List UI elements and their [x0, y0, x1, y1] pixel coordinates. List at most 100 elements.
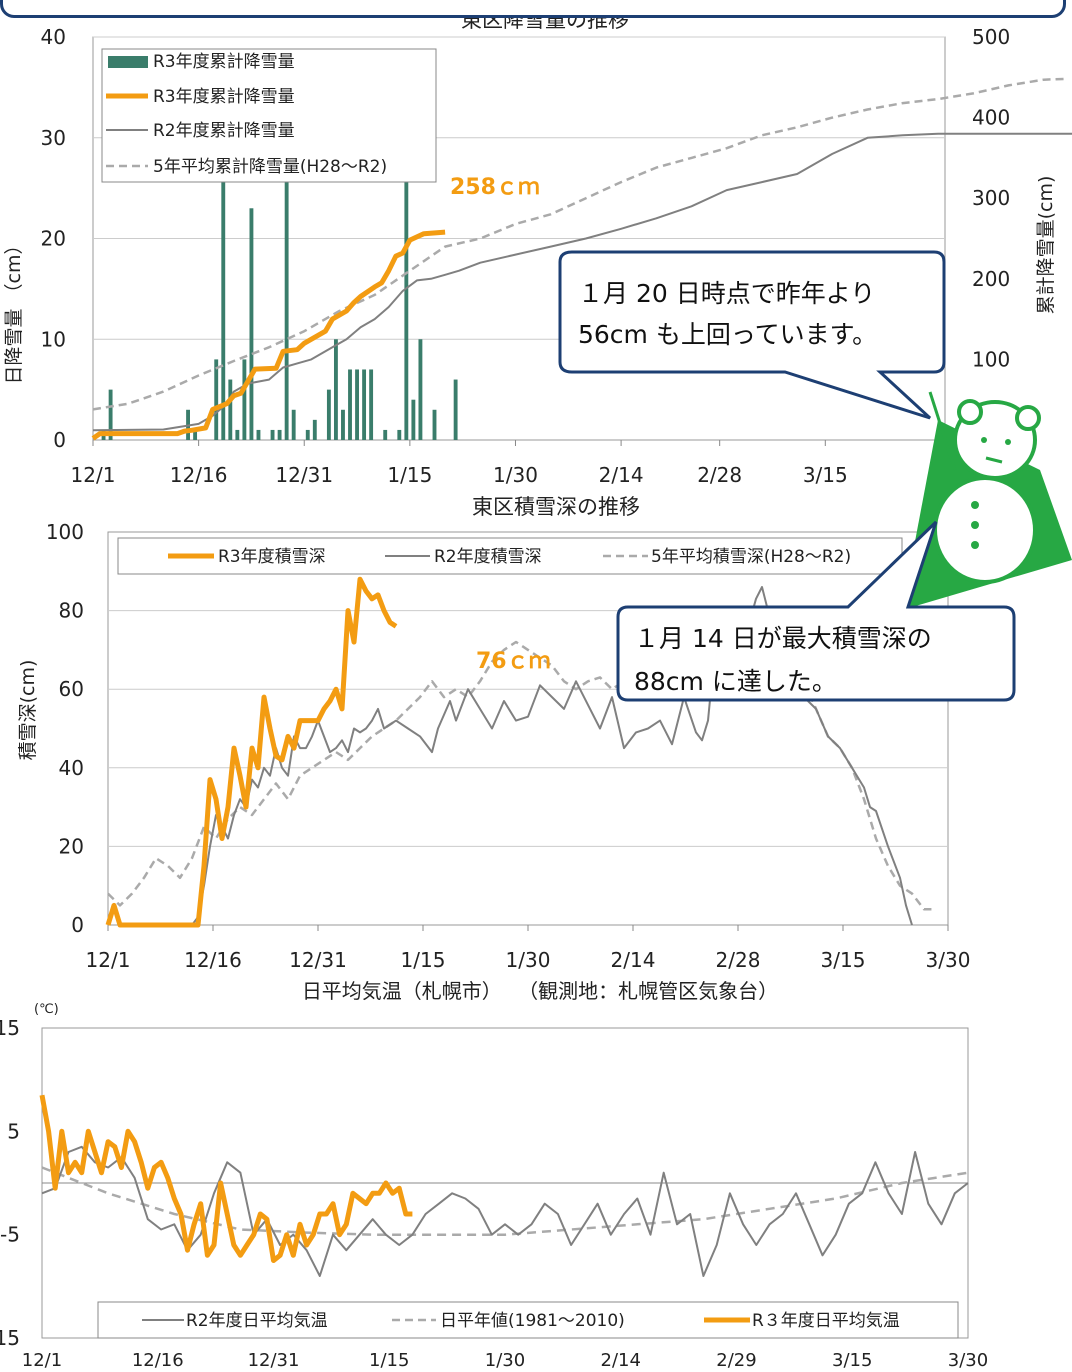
mascot-right-eye: [1005, 439, 1011, 445]
callout2-line2: 88cm に達した。: [634, 667, 837, 696]
temperature-chart: 日平均気温（札幌市） （観測地：札幌管区気象台） (℃) -15 -5 5 15 12…: [0, 979, 988, 1371]
snowfall-legend-box: [101, 48, 437, 183]
legend-item-2: R2年度累計降雪量: [153, 121, 295, 141]
callout1-line2: 56cm も上回っています。: [578, 320, 877, 349]
snowfall-bar: [369, 369, 374, 440]
snowfall-y2-tick: 300: [972, 186, 1010, 210]
snowfall-bar: [249, 208, 254, 440]
top-frame-bar: [0, 0, 1066, 18]
snow-depth-chart-title: 東区積雪深の推移: [472, 495, 640, 519]
temperature-y-tick: -5: [0, 1223, 20, 1247]
snowfall-bar: [326, 389, 331, 440]
snowfall-x-tick: 12/1: [71, 463, 116, 487]
legend-item-0: R3年度累計降雪量: [153, 52, 295, 72]
snowfall-bar: [355, 369, 359, 440]
depth-x-tick: 3/30: [926, 948, 971, 972]
snowfall-bar: [305, 429, 310, 440]
mascot-button-2: [971, 521, 979, 529]
snow-depth-plot-frame: [107, 531, 949, 926]
depth-x-tick: 3/15: [821, 948, 866, 972]
snowfall-y2-tick: 200: [972, 267, 1010, 291]
temperature-x-tick: 12/1: [22, 1350, 62, 1368]
legend3-item-2: R３年度日平均気温: [752, 1311, 900, 1331]
snow-depth-legend: R3年度積雪深 R2年度積雪深 5年平均積雪深(H28～R2): [117, 537, 903, 575]
temperature-x-tick: 3/15: [832, 1350, 872, 1368]
temperature-x-tick: 3/30: [948, 1350, 988, 1368]
depth-x-tick: 12/1: [86, 948, 131, 972]
depth-x-tick: 2/14: [611, 948, 656, 972]
mascot-mouth: [985, 456, 1003, 464]
depth-y-tick: 40: [59, 756, 84, 780]
snowfall-bar: [242, 359, 247, 440]
snowfall-bar: [291, 409, 296, 440]
callout-jan14: １月 14 日が最大積雪深の 88cm に達した。: [616, 520, 1016, 702]
snowfall-y-tick: 0: [53, 428, 66, 452]
legend2-item-1: R2年度積雪深: [434, 547, 542, 567]
snowfall-bar: [284, 157, 289, 440]
snowfall-bar: [404, 157, 409, 440]
snow-depth-chart: 東区積雪深の推移 0 20 40 60 80 100 12/1 12/16 12/31 1/15…: [17, 495, 970, 972]
snowfall-bar: [256, 429, 261, 440]
callout-jan20: １月 20 日時点で昨年より 56cm も上回っています。: [558, 250, 946, 420]
snowfall-bar: [277, 429, 282, 440]
legend3-item-1: 日平年値(1981～2010): [440, 1311, 625, 1331]
depth-y-tick: 60: [59, 677, 84, 701]
callout2-line1: １月 14 日が最大積雪深の: [634, 624, 932, 653]
mascot-body: [933, 476, 1037, 584]
r3-cumulative-line: [91, 229, 446, 441]
temperature-x-tick: 12/16: [132, 1350, 184, 1368]
snowfall-x-tick: 1/15: [387, 463, 432, 487]
snowfall-bar: [312, 419, 317, 440]
temperature-legend-box: [97, 1301, 959, 1339]
mascot-pointer-stick: [928, 391, 957, 471]
temperature-chart-title: 日平均気温（札幌市） （観測地：札幌管区気象台）: [302, 979, 778, 1003]
snowfall-bar: [348, 369, 352, 440]
temperature-y-tick: -15: [0, 1326, 20, 1350]
snowfall-x-tick: 1/30: [493, 463, 538, 487]
snowfall-bar: [214, 359, 219, 440]
legend-item-3: 5年平均累計降雪量(H28～R2): [153, 157, 387, 177]
snowfall-bar: [453, 379, 458, 440]
depth-y-tick: 80: [59, 599, 84, 623]
snowfall-bar: [193, 429, 198, 440]
mascot-button-1: [971, 501, 979, 509]
r3-temperature-line: [39, 1094, 413, 1263]
mascot-button-3: [971, 541, 979, 549]
legend3-item-0: R2年度日平均気温: [186, 1311, 328, 1331]
snowfall-y-tick: 40: [41, 25, 66, 49]
temperature-x-tick: 2/14: [601, 1350, 641, 1368]
snowfall-bar: [221, 147, 226, 440]
normal-temperature-line: [41, 1166, 969, 1236]
snowfall-y2-tick: 500: [972, 25, 1010, 49]
temperature-unit-label: (℃): [34, 1002, 59, 1017]
depth-y-tick: 100: [46, 520, 84, 544]
depth-y-tick: 0: [71, 913, 84, 937]
snowfall-y-tick: 20: [41, 227, 66, 251]
snowfall-y-tick: 10: [41, 327, 66, 351]
temperature-legend: R2年度日平均気温 日平年値(1981～2010) R３年度日平均気温: [97, 1301, 959, 1339]
temperature-x-tick: 2/29: [716, 1350, 756, 1368]
snowfall-x-tick: 2/28: [697, 463, 742, 487]
snowfall-x-tick: 12/31: [275, 463, 333, 487]
legend-item-1: R3年度累計降雪量: [153, 87, 295, 107]
snow-depth-y-label: 積雪深(cm): [17, 660, 39, 761]
mascot-right-ear: [1015, 405, 1041, 431]
snowfall-y-label: 日降雪量 （cm）: [3, 236, 25, 385]
temperature-x-tick: 12/31: [248, 1350, 300, 1368]
depth-x-tick: 1/30: [506, 948, 551, 972]
temperature-x-tick: 1/30: [485, 1350, 525, 1368]
snowfall-bar: [362, 369, 367, 440]
callout1-bubble: [558, 250, 946, 420]
legend2-item-2: 5年平均積雪深(H28～R2): [651, 547, 851, 567]
depth-y-tick: 20: [59, 834, 84, 858]
annotation-76cm: 76ｃｍ: [476, 649, 551, 674]
snowfall-x-tick: 12/16: [170, 463, 228, 487]
snowfall-y-tick: 30: [41, 126, 66, 150]
annotation-258cm: 258ｃｍ: [450, 175, 540, 200]
snowfall-bar: [235, 429, 240, 440]
snowfall-bar: [341, 409, 345, 440]
depth-x-tick: 12/16: [184, 948, 242, 972]
snowfall-legend: R3年度累計降雪量 R3年度累計降雪量 R2年度累計降雪量 5年平均累計降雪量(…: [101, 48, 437, 183]
